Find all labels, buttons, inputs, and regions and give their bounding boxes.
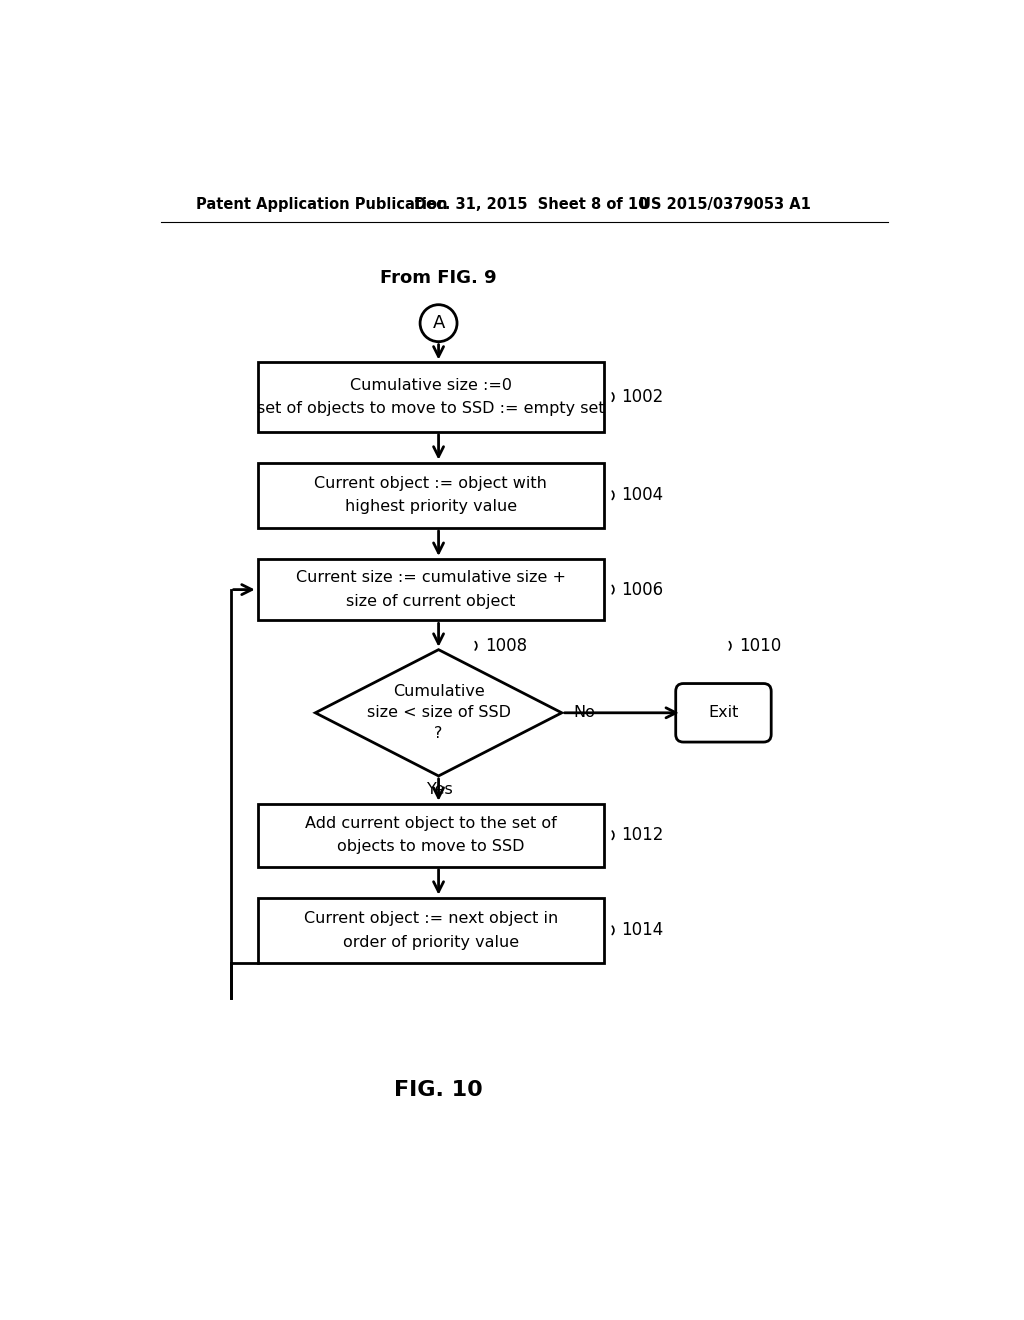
Text: Current object := next object in
order of priority value: Current object := next object in order o…	[304, 911, 558, 949]
Text: A: A	[432, 314, 444, 333]
Text: No: No	[573, 705, 595, 721]
FancyBboxPatch shape	[258, 898, 604, 964]
Text: 1012: 1012	[621, 826, 664, 845]
FancyBboxPatch shape	[676, 684, 771, 742]
Text: Cumulative
size < size of SSD
?: Cumulative size < size of SSD ?	[367, 684, 511, 742]
FancyBboxPatch shape	[258, 558, 604, 620]
Text: 1002: 1002	[621, 388, 664, 407]
FancyBboxPatch shape	[258, 804, 604, 867]
FancyBboxPatch shape	[258, 363, 604, 432]
Text: From FIG. 9: From FIG. 9	[380, 269, 497, 286]
Text: US 2015/0379053 A1: US 2015/0379053 A1	[639, 197, 811, 213]
Text: Exit: Exit	[709, 705, 738, 721]
Text: Current size := cumulative size +
size of current object: Current size := cumulative size + size o…	[296, 570, 566, 609]
Text: 1014: 1014	[621, 921, 664, 940]
Text: FIG. 10: FIG. 10	[394, 1080, 483, 1100]
Text: 1004: 1004	[621, 486, 664, 504]
Text: Patent Application Publication: Patent Application Publication	[196, 197, 447, 213]
Text: Yes: Yes	[427, 783, 453, 797]
Text: 1006: 1006	[621, 581, 664, 598]
Text: Add current object to the set of
objects to move to SSD: Add current object to the set of objects…	[305, 816, 557, 854]
Text: 1010: 1010	[739, 636, 781, 655]
Text: Current object := object with
highest priority value: Current object := object with highest pr…	[314, 477, 547, 515]
Text: 1008: 1008	[484, 636, 527, 655]
Text: Dec. 31, 2015  Sheet 8 of 10: Dec. 31, 2015 Sheet 8 of 10	[414, 197, 648, 213]
Text: Cumulative size :=0
set of objects to move to SSD := empty set: Cumulative size :=0 set of objects to mo…	[257, 378, 605, 416]
FancyBboxPatch shape	[258, 462, 604, 528]
